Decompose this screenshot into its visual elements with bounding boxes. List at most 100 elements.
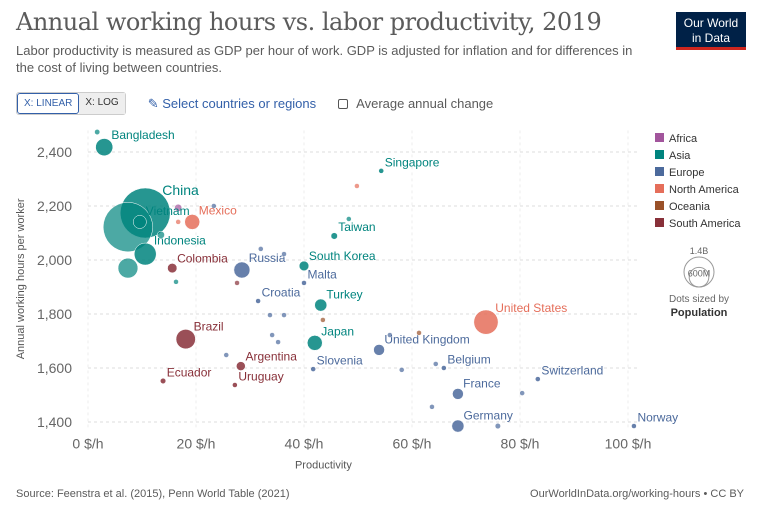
point[interactable] bbox=[330, 232, 338, 240]
legend-label[interactable]: Asia bbox=[669, 150, 691, 162]
point-label: France bbox=[463, 377, 501, 391]
point[interactable] bbox=[134, 242, 157, 266]
point[interactable] bbox=[232, 382, 238, 388]
point[interactable] bbox=[451, 419, 465, 433]
point-label: Vietnam bbox=[146, 204, 190, 218]
legend-label[interactable]: Africa bbox=[669, 133, 698, 145]
point[interactable] bbox=[95, 138, 114, 156]
point[interactable] bbox=[416, 330, 422, 336]
point[interactable] bbox=[167, 263, 178, 274]
point-label: Mexico bbox=[199, 203, 237, 217]
point-label: Singapore bbox=[385, 155, 440, 169]
point[interactable] bbox=[429, 404, 435, 410]
point[interactable] bbox=[234, 280, 240, 286]
point[interactable] bbox=[102, 202, 153, 253]
legend-swatch[interactable] bbox=[655, 184, 664, 193]
point-label: United Kingdom bbox=[384, 333, 469, 347]
point[interactable] bbox=[398, 367, 405, 373]
point-label: Malta bbox=[308, 267, 338, 281]
point[interactable] bbox=[281, 251, 287, 257]
point[interactable] bbox=[519, 390, 525, 396]
size-legend-label: 1.4B bbox=[690, 246, 709, 256]
point[interactable] bbox=[223, 352, 229, 358]
point[interactable] bbox=[233, 261, 251, 279]
x-tick-label: 0 $/h bbox=[72, 435, 103, 451]
point-label: China bbox=[162, 182, 199, 198]
point[interactable] bbox=[310, 366, 316, 372]
point[interactable] bbox=[433, 361, 439, 367]
point[interactable] bbox=[133, 215, 147, 229]
average-change-checkbox[interactable]: Average annual change bbox=[338, 96, 493, 111]
point[interactable] bbox=[441, 365, 447, 371]
size-legend-name: Population bbox=[671, 307, 728, 319]
y-tick-label: 1,800 bbox=[37, 306, 72, 322]
point[interactable] bbox=[354, 183, 360, 189]
point[interactable] bbox=[174, 203, 183, 212]
point[interactable] bbox=[175, 329, 196, 350]
point[interactable] bbox=[255, 298, 261, 304]
point[interactable] bbox=[173, 279, 179, 285]
point[interactable] bbox=[184, 214, 200, 230]
legend-swatch[interactable] bbox=[655, 201, 664, 210]
logo[interactable]: Our World in Data bbox=[676, 12, 746, 50]
point[interactable] bbox=[314, 298, 328, 312]
log-button[interactable]: X: LOG bbox=[79, 93, 125, 114]
subtitle: Labor productivity is measured as GDP pe… bbox=[16, 43, 633, 75]
point-label: United States bbox=[495, 301, 567, 315]
point[interactable] bbox=[236, 361, 246, 371]
point[interactable] bbox=[175, 219, 181, 225]
legend-swatch[interactable] bbox=[655, 218, 664, 227]
select-countries[interactable]: ✎ Select countries or regions bbox=[147, 95, 317, 111]
point[interactable] bbox=[269, 332, 275, 338]
legend-label[interactable]: North America bbox=[669, 184, 740, 196]
legend-label[interactable]: South America bbox=[669, 218, 741, 230]
point[interactable] bbox=[211, 203, 217, 209]
legend-swatch[interactable] bbox=[655, 167, 664, 176]
point[interactable] bbox=[307, 335, 323, 351]
size-legend-title: Dots sized by bbox=[669, 294, 729, 305]
point[interactable] bbox=[156, 230, 165, 239]
chart: 1,400 1,600 1,800 2,000 2,200 2,400 0 $/h 20 $/… bbox=[15, 128, 741, 471]
point[interactable] bbox=[346, 216, 352, 222]
logo-line: in Data bbox=[691, 31, 731, 45]
point-label: Taiwan bbox=[338, 220, 375, 234]
legend-swatch[interactable] bbox=[655, 150, 664, 159]
legend-label[interactable]: Europe bbox=[669, 167, 704, 179]
point-label: Bangladesh bbox=[111, 128, 174, 142]
point-label: Germany bbox=[464, 408, 513, 422]
point-label: Belgium bbox=[447, 353, 490, 367]
point[interactable] bbox=[301, 280, 307, 286]
legend-swatch[interactable] bbox=[655, 133, 664, 142]
point-label: Japan bbox=[321, 324, 354, 338]
y-tick-label: 1,400 bbox=[37, 414, 72, 430]
legend-label[interactable]: Oceania bbox=[669, 201, 711, 213]
point[interactable] bbox=[117, 257, 139, 279]
point[interactable] bbox=[94, 129, 101, 135]
point-label: Uruguay bbox=[238, 370, 283, 384]
point[interactable] bbox=[494, 423, 501, 430]
point[interactable] bbox=[258, 246, 264, 252]
point[interactable] bbox=[473, 309, 499, 335]
point[interactable] bbox=[298, 260, 310, 272]
point[interactable] bbox=[373, 344, 385, 356]
select-text: Select countries or regions bbox=[162, 95, 317, 111]
point[interactable] bbox=[378, 168, 384, 174]
x-tick-label: 100 $/h bbox=[605, 435, 652, 451]
point[interactable] bbox=[387, 332, 393, 338]
source: Source: Feenstra et al. (2015), Penn Wor… bbox=[16, 488, 290, 500]
point[interactable] bbox=[160, 377, 167, 384]
point[interactable] bbox=[281, 312, 287, 318]
point[interactable] bbox=[275, 339, 281, 345]
point[interactable] bbox=[631, 423, 637, 429]
point[interactable] bbox=[452, 388, 464, 400]
point-label: South Korea bbox=[309, 249, 376, 263]
linear-button[interactable]: X: LINEAR bbox=[17, 93, 80, 114]
x-axis-label: Productivity bbox=[295, 459, 352, 471]
size-legend-label: 600M bbox=[688, 268, 711, 278]
point-label: Colombia bbox=[177, 251, 228, 265]
point[interactable] bbox=[267, 312, 273, 318]
url[interactable]: OurWorldInData.org/working-hours • CC BY bbox=[530, 488, 744, 500]
x-tick-label: 40 $/h bbox=[285, 435, 324, 451]
point[interactable] bbox=[535, 376, 541, 382]
point[interactable] bbox=[320, 317, 326, 323]
